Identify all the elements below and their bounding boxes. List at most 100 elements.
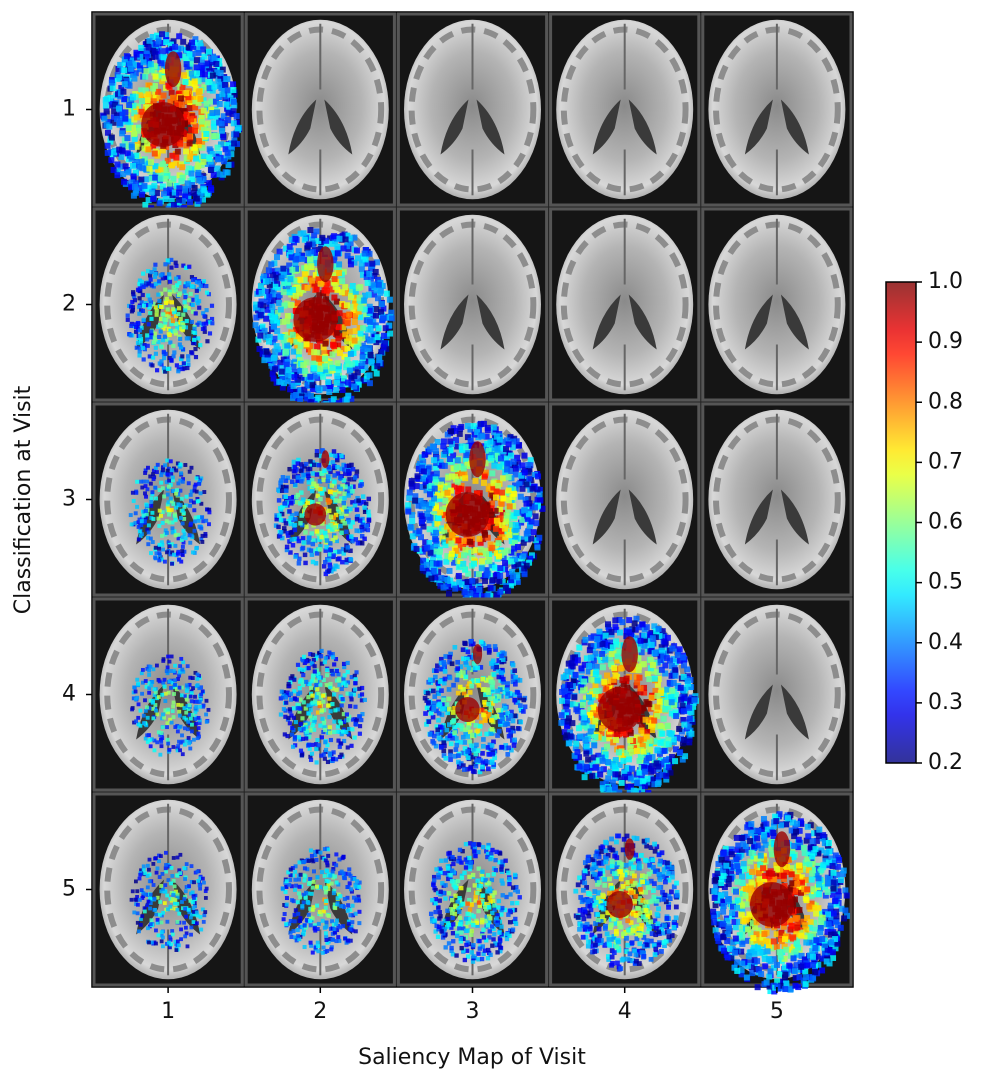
saliency-texture xyxy=(463,452,470,459)
saliency-texture xyxy=(441,680,447,686)
saliency-texture xyxy=(305,382,312,389)
saliency-texture xyxy=(496,707,501,713)
saliency-texture xyxy=(450,452,457,459)
saliency-texture xyxy=(476,535,483,542)
saliency-texture xyxy=(108,79,115,86)
saliency-texture xyxy=(277,533,283,538)
saliency-texture xyxy=(466,665,472,671)
saliency-texture xyxy=(172,692,176,696)
saliency-texture xyxy=(373,370,380,377)
saliency-texture xyxy=(366,496,372,502)
saliency-texture xyxy=(473,547,480,554)
saliency-texture xyxy=(284,378,291,385)
saliency-texture xyxy=(199,144,206,151)
saliency-texture xyxy=(310,700,315,705)
saliency-texture xyxy=(171,307,176,312)
saliency-texture xyxy=(168,459,173,464)
saliency-texture xyxy=(326,350,333,357)
saliency-texture xyxy=(170,561,175,566)
saliency-texture xyxy=(489,718,494,723)
saliency-texture xyxy=(489,470,496,477)
saliency-texture xyxy=(497,687,503,692)
saliency-texture xyxy=(339,278,346,285)
saliency-texture xyxy=(508,729,514,735)
saliency-texture xyxy=(207,507,212,512)
saliency-texture xyxy=(116,146,123,153)
saliency-texture xyxy=(204,60,211,67)
saliency-texture xyxy=(180,508,185,513)
saliency-texture xyxy=(437,701,443,707)
saliency-texture xyxy=(133,324,139,330)
saliency-texture xyxy=(499,712,505,718)
saliency-texture xyxy=(348,548,353,554)
saliency-texture xyxy=(311,462,317,468)
saliency-texture xyxy=(487,675,493,681)
saliency-texture xyxy=(181,263,186,268)
saliency-texture xyxy=(489,743,495,748)
saliency-texture xyxy=(507,468,514,475)
saliency-texture xyxy=(223,93,230,100)
saliency-texture xyxy=(498,500,505,507)
saliency-texture xyxy=(339,686,344,692)
saliency-texture xyxy=(285,281,292,288)
saliency-texture xyxy=(345,360,352,367)
saliency-texture xyxy=(118,85,125,92)
saliency-texture xyxy=(499,744,505,750)
saliency-texture xyxy=(219,66,226,73)
saliency-texture xyxy=(463,731,469,737)
saliency-texture xyxy=(114,168,121,175)
saliency-texture xyxy=(192,99,199,106)
saliency-texture xyxy=(304,679,309,684)
saliency-texture xyxy=(278,484,283,489)
saliency-texture xyxy=(123,78,130,85)
saliency-texture xyxy=(357,314,364,321)
saliency-texture xyxy=(345,680,351,685)
saliency-texture xyxy=(307,349,314,356)
saliency-texture xyxy=(318,723,323,728)
saliency-texture xyxy=(344,463,349,469)
saliency-texture xyxy=(167,279,173,284)
saliency-texture xyxy=(288,530,294,535)
saliency-texture xyxy=(432,448,439,455)
saliency-texture xyxy=(361,306,368,313)
saliency-texture xyxy=(175,326,180,331)
saliency-texture xyxy=(175,283,180,288)
saliency-texture xyxy=(301,276,308,283)
saliency-texture xyxy=(478,639,484,645)
saliency-texture xyxy=(505,587,512,594)
saliency-texture xyxy=(178,462,183,467)
saliency-texture xyxy=(274,254,281,261)
saliency-texture xyxy=(313,548,318,554)
saliency-texture xyxy=(137,281,142,287)
saliency-texture xyxy=(343,484,348,489)
saliency-texture xyxy=(169,654,174,659)
saliency-texture xyxy=(129,162,136,169)
saliency-texture xyxy=(287,684,292,689)
saliency-texture xyxy=(173,533,178,538)
saliency-texture xyxy=(265,267,272,274)
saliency-texture xyxy=(486,644,492,649)
saliency-texture xyxy=(168,717,173,722)
saliency-texture xyxy=(447,447,454,454)
saliency-texture xyxy=(334,687,339,692)
saliency-texture xyxy=(434,439,441,446)
saliency-texture xyxy=(122,163,129,170)
saliency-texture xyxy=(167,98,174,105)
saliency-texture xyxy=(362,364,369,371)
saliency-texture xyxy=(357,731,362,736)
saliency-texture xyxy=(166,331,171,336)
saliency-texture xyxy=(303,341,310,348)
saliency-texture xyxy=(169,321,174,327)
saliency-texture xyxy=(346,311,353,318)
saliency-texture xyxy=(315,493,321,499)
saliency-texture xyxy=(312,669,317,674)
saliency-texture xyxy=(151,63,158,70)
saliency-texture xyxy=(165,725,169,730)
saliency-texture xyxy=(156,695,161,699)
saliency-texture xyxy=(297,342,304,349)
saliency-texture xyxy=(491,462,498,469)
saliency-texture xyxy=(157,361,162,366)
saliency-texture xyxy=(346,367,353,374)
saliency-texture xyxy=(308,757,314,762)
saliency-texture xyxy=(161,191,168,198)
